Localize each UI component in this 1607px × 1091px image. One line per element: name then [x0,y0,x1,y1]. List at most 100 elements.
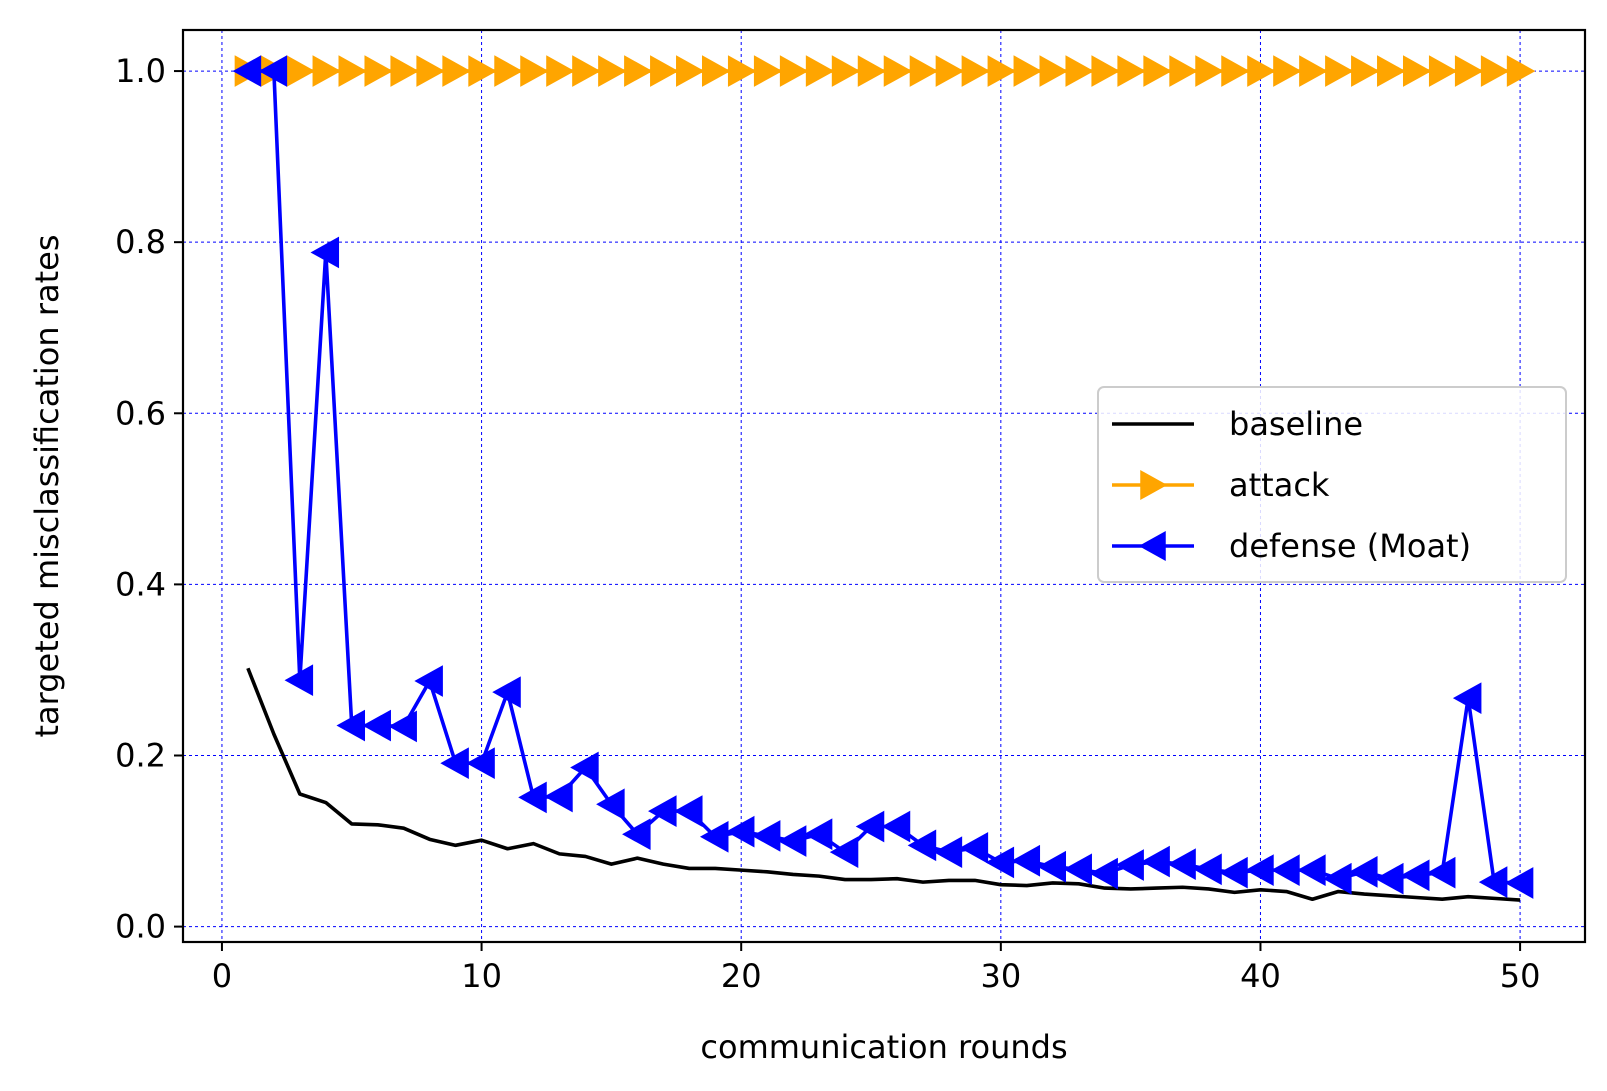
data-point [1452,682,1482,715]
data-point [676,55,705,87]
data-point [727,55,757,87]
data-point [933,836,963,869]
legend-item: defense (Moat) [1112,527,1471,565]
data-point [1480,55,1510,87]
data-point [803,818,833,851]
data-point [544,780,573,813]
data-point [987,55,1017,87]
data-point [570,751,599,784]
data-point [725,815,755,848]
data-point [1297,854,1326,886]
y-tick-label: 0.0 [115,908,166,946]
data-point [1454,55,1484,87]
data-point [624,55,653,87]
data-point [284,664,314,697]
series-baseline [246,667,1521,902]
data-point [1428,55,1458,87]
data-point [753,55,783,87]
data-point [1141,845,1170,878]
data-point [1402,55,1432,87]
data-point [701,55,731,87]
data-point [1400,859,1430,892]
data-point [1247,55,1276,87]
y-tick-label: 0.2 [115,736,166,774]
y-tick-label: 0.8 [115,223,166,261]
legend-label: baseline [1229,405,1363,443]
data-point [881,810,911,843]
data-point [1089,857,1118,890]
data-point [546,55,575,87]
x-tick-label: 30 [980,957,1021,995]
data-point [1117,55,1146,87]
legend-item: baseline [1112,405,1363,443]
data-point [390,55,419,87]
data-point [1013,55,1043,87]
data-point [494,55,523,87]
data-point [1063,853,1092,886]
y-tick-label: 1.0 [115,52,166,90]
data-point [699,820,729,853]
data-point [1167,848,1196,880]
data-point [442,55,471,87]
y-tick-label: 0.4 [115,565,166,603]
y-axis-label: targeted misclassification rates [28,234,66,737]
legend-box [1097,386,1567,583]
data-point [414,665,443,697]
data-point [935,55,965,87]
data-point [1377,55,1406,87]
data-point [1011,844,1041,877]
data-point [1504,867,1534,899]
data-point [310,236,340,269]
plot-frame [181,28,1587,944]
data-point [388,710,417,743]
data-point [831,55,861,87]
data-point [1037,850,1067,883]
data-point [468,55,497,87]
data-point [1221,55,1250,87]
data-point [364,55,394,87]
x-tick-label: 40 [1240,957,1281,995]
data-point [857,55,887,87]
data-point [1426,856,1456,889]
x-tick-label: 50 [1500,957,1541,995]
data-point [883,55,913,87]
data-point [1065,55,1095,87]
x-tick-label: 10 [461,957,502,995]
x-tick-label: 20 [721,957,762,995]
data-point [312,55,342,87]
data-point [622,818,651,851]
legend-label: defense (Moat) [1229,527,1471,565]
x-axis-label: communication rounds [700,1028,1067,1066]
data-point [1374,862,1404,895]
data-point [751,820,781,852]
legend-marker [1138,531,1166,561]
data-point [492,676,521,709]
axis-ticks: 0 10 20 30 40 50 0.0 0.2 0.4 0.6 0.8 1.0 [115,52,1540,995]
data-point [1325,55,1354,87]
data-point [829,836,859,869]
data-point [1143,55,1172,87]
data-point [596,788,625,821]
data-point [466,747,495,780]
x-tick-label: 0 [212,957,232,995]
data-point [907,829,937,862]
data-point [1351,55,1380,87]
data-point [258,55,288,87]
data-point [1091,55,1120,87]
legend-marker [1140,470,1168,500]
data-point [1195,55,1224,87]
series-defense-moat [232,55,1534,899]
data-point [1169,55,1198,87]
data-point [673,795,703,827]
data-point [598,55,627,87]
data-point [805,55,835,87]
series-line [246,667,1521,902]
data-point [520,55,549,87]
series-layer [232,55,1536,902]
legend-label: attack [1229,466,1330,504]
data-point [985,846,1015,879]
series-attack [234,55,1536,87]
data-point [338,55,368,87]
legend: baseline attack defense (Moat) [1097,386,1567,583]
